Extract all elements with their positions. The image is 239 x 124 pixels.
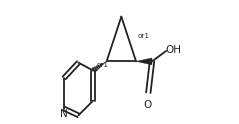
Text: or1: or1 (97, 62, 109, 68)
Polygon shape (136, 58, 152, 65)
Text: O: O (143, 100, 151, 110)
Text: OH: OH (166, 45, 182, 55)
Text: N: N (60, 109, 67, 119)
Text: or1: or1 (138, 33, 150, 39)
